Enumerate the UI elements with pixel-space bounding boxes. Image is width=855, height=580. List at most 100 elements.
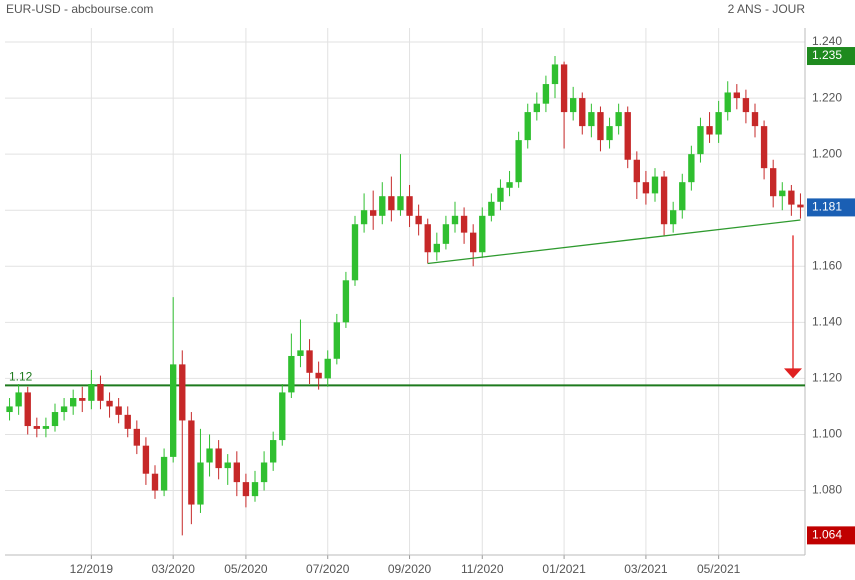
candle-body [124, 414, 131, 429]
candle-body [406, 196, 413, 216]
candle-body [479, 215, 486, 253]
candle-body [142, 445, 150, 474]
y-tick-label: 1.100 [812, 427, 842, 441]
candle-body [160, 456, 168, 491]
candle-body [342, 280, 350, 323]
y-tick-label: 1.120 [812, 371, 842, 385]
candle-body [451, 215, 459, 225]
candle-body [760, 126, 768, 169]
candle-body [33, 426, 40, 429]
candle-body [197, 462, 204, 505]
candle-body [470, 232, 477, 253]
candle-body [606, 126, 613, 141]
candle-body [24, 392, 31, 427]
x-tick-label: 07/2020 [306, 562, 350, 576]
candle-body [524, 112, 531, 141]
candle-body [588, 112, 595, 127]
candle-body [279, 392, 286, 441]
y-tick-label: 1.220 [812, 90, 842, 104]
candle-body [242, 482, 250, 497]
candle-body [6, 406, 13, 413]
candle-body [788, 190, 795, 205]
candle-body [179, 364, 186, 421]
candle-body [260, 462, 268, 483]
y-tick-label: 1.240 [812, 34, 842, 48]
candle-body [79, 398, 86, 401]
candle-body [170, 364, 177, 457]
candle-body [333, 322, 340, 359]
candle-body [415, 215, 422, 225]
candle-body [697, 126, 704, 155]
candle-body [579, 98, 586, 127]
candle-body [397, 196, 404, 211]
candle-body [597, 112, 604, 141]
candle-body [742, 98, 750, 113]
candle-body [688, 154, 695, 183]
candle-body [379, 196, 386, 216]
candle-body [706, 126, 713, 135]
candle-body [270, 440, 277, 463]
price-badge [807, 198, 855, 217]
candle-body [533, 103, 540, 113]
candle-body [388, 196, 395, 211]
candle-body [460, 215, 468, 233]
candle-body [88, 384, 95, 401]
candle-body [560, 64, 568, 113]
chart-title: EUR-USD - abcbourse.com [6, 2, 153, 16]
candle-body [488, 201, 495, 216]
chart-subtitle: 2 ANS - JOUR [728, 2, 806, 16]
trendline [427, 219, 801, 265]
candle-body [97, 384, 104, 401]
candle-body [633, 159, 640, 183]
candle-body [679, 182, 686, 211]
price-badge [807, 526, 855, 545]
candle-body [779, 190, 786, 197]
x-tick-label: 05/2021 [697, 562, 741, 576]
candle-body [624, 112, 631, 160]
candle-body [615, 112, 622, 127]
x-tick-label: 05/2020 [224, 562, 268, 576]
candle-body [60, 406, 68, 413]
candle-body [570, 98, 577, 113]
x-tick-label: 12/2019 [70, 562, 114, 576]
candle-body [42, 426, 50, 429]
y-tick-label: 1.160 [812, 258, 842, 272]
level-label: 1.12 [9, 370, 33, 384]
candle-body [115, 406, 122, 415]
candle-body [151, 473, 159, 491]
candle-body [551, 64, 559, 85]
candle-body [315, 372, 322, 379]
candle-body [724, 92, 731, 113]
candle-body [797, 204, 804, 208]
x-tick-label: 03/2021 [624, 562, 668, 576]
candle-body [188, 420, 195, 505]
candle-body [51, 412, 59, 427]
candle-body [497, 187, 504, 202]
candle-body [370, 210, 377, 216]
x-tick-label: 09/2020 [388, 562, 432, 576]
candle-body [70, 398, 77, 407]
candle-body [106, 400, 113, 407]
candle-body [751, 112, 759, 127]
candle-body [324, 358, 331, 379]
candle-body [306, 350, 313, 373]
y-tick-label: 1.080 [812, 483, 842, 497]
candle-body [233, 462, 240, 483]
candle-body [360, 210, 368, 225]
candle-body [224, 462, 231, 469]
candle-body [206, 448, 213, 463]
y-tick-label: 1.200 [812, 146, 842, 160]
candle-body [288, 355, 295, 393]
candle-body [542, 84, 550, 104]
x-tick-label: 11/2020 [461, 562, 504, 576]
candle-body [433, 243, 440, 253]
candle-body [351, 224, 359, 281]
candle-body [715, 112, 722, 135]
candle-body [660, 176, 668, 225]
candle-body [670, 210, 677, 225]
candle-body [133, 428, 140, 446]
candle-body [15, 392, 22, 407]
candle-body [424, 224, 431, 253]
